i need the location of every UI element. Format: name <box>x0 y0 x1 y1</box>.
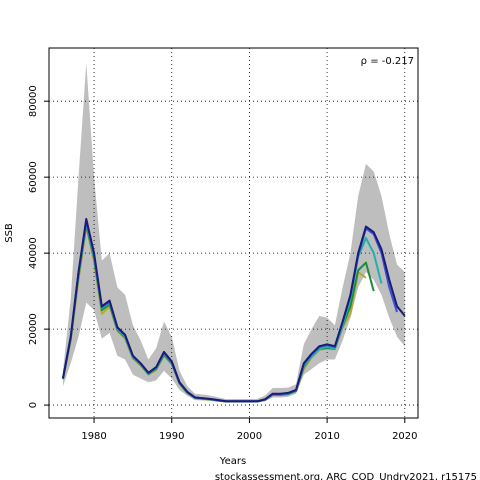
confidence-band <box>62 63 405 403</box>
x-tick-label: 1980 <box>81 431 106 442</box>
x-tick-label: 2020 <box>392 431 417 442</box>
plot-frame <box>48 47 419 419</box>
y-tick-label: 20000 <box>28 313 39 345</box>
annotation: ρ = -0.217 <box>361 56 414 67</box>
y-tick-label: 40000 <box>28 237 39 269</box>
series-line <box>62 217 406 403</box>
y-tick-label: 80000 <box>28 85 39 117</box>
y-tick-label: 60000 <box>28 161 39 193</box>
x-tick-label: 2010 <box>314 431 339 442</box>
x-axis-label: Years <box>219 456 246 467</box>
footer: stockassessment.org, ARC_COD_Undrv2021, … <box>215 472 477 480</box>
y-tick-label: 0 <box>28 402 39 408</box>
x-tick-label: 2000 <box>237 431 262 442</box>
x-tick-label: 1990 <box>159 431 184 442</box>
y-axis-label: SSB <box>4 223 15 243</box>
